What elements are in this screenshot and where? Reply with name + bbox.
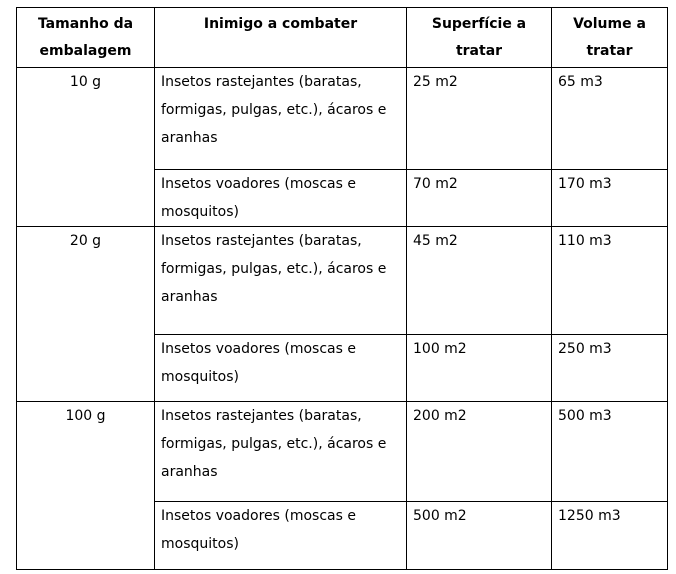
volume: 110 m3 <box>551 226 668 335</box>
enemy: Insetos rastejantes (baratas, formigas, … <box>154 67 407 170</box>
enemy: Insetos voadores (moscas e mosquitos) <box>154 334 407 402</box>
header-row: Tamanho da embalagem Inimigo a combater … <box>16 7 668 68</box>
surface: 100 m2 <box>406 334 552 402</box>
package-size: 20 g <box>16 226 155 402</box>
table-row: 10 g Insetos rastejantes (baratas, formi… <box>16 67 668 227</box>
volume: 250 m3 <box>551 334 668 402</box>
header-enemy: Inimigo a combater <box>154 7 407 68</box>
enemy: Insetos voadores (moscas e mosquitos) <box>154 501 407 570</box>
header-volume: Volume a tratar <box>551 7 668 68</box>
package-size: 100 g <box>16 401 155 570</box>
table-row: 20 g Insetos rastejantes (baratas, formi… <box>16 226 668 402</box>
enemy: Insetos rastejantes (baratas, formigas, … <box>154 401 407 502</box>
table-row: Insetos voadores (moscas e mosquitos) 70… <box>17 169 668 227</box>
package-size: 10 g <box>16 67 155 227</box>
table-row: Insetos voadores (moscas e mosquitos) 50… <box>17 501 668 570</box>
table-row: Insetos voadores (moscas e mosquitos) 10… <box>17 334 668 402</box>
surface: 45 m2 <box>406 226 552 335</box>
surface: 500 m2 <box>406 501 552 570</box>
volume: 500 m3 <box>551 401 668 502</box>
header-surface: Superfície a tratar <box>406 7 552 68</box>
surface: 25 m2 <box>406 67 552 170</box>
enemy: Insetos rastejantes (baratas, formigas, … <box>154 226 407 335</box>
volume: 1250 m3 <box>551 501 668 570</box>
surface: 200 m2 <box>406 401 552 502</box>
volume: 170 m3 <box>551 169 668 227</box>
enemy: Insetos voadores (moscas e mosquitos) <box>154 169 407 227</box>
header-package-size: Tamanho da embalagem <box>16 7 155 68</box>
surface: 70 m2 <box>406 169 552 227</box>
table-row: 100 g Insetos rastejantes (baratas, form… <box>16 401 668 570</box>
volume: 65 m3 <box>551 67 668 170</box>
dosage-table: Tamanho da embalagem Inimigo a combater … <box>16 7 668 570</box>
